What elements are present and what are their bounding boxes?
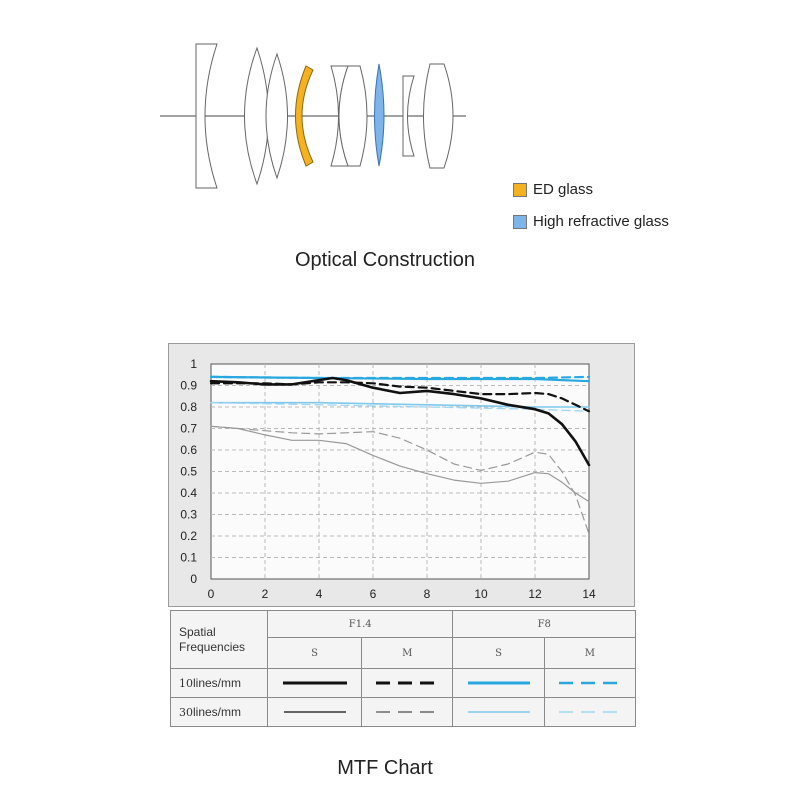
x-tick-label: 2 <box>262 587 269 601</box>
f14-sagittal-header: S <box>266 637 363 669</box>
row-10-number: 10 <box>179 677 193 690</box>
key-f14-m-10 <box>361 668 454 698</box>
mtf-chart: 0 2 4 6 8 10 12 14 0 0.1 0.2 0.3 0.4 0.5 0.6 0.7 0.8 0.9 1 <box>180 357 596 601</box>
y-tick-label: 0.6 <box>180 443 197 457</box>
lens-element-2 <box>244 46 269 186</box>
mtf-chart-frame: 0 2 4 6 8 10 12 14 0 0.1 0.2 0.3 0.4 0.5 0.6 0.7 0.8 0.9 1 <box>168 343 635 607</box>
mtf-series-line-6 <box>210 425 590 535</box>
y-tick-label: 1 <box>190 357 197 371</box>
key-header-row-1: Spatial Frequencies F1.4 F8 <box>170 610 636 669</box>
f8-meridional-header: M <box>543 637 637 669</box>
f8-sagittal-header: S <box>452 637 545 669</box>
row-30-unit: lines/mm <box>193 705 242 719</box>
y-tick-label: 0.4 <box>180 486 197 500</box>
mtf-series-line-8 <box>209 381 591 413</box>
optical-construction-diagram <box>160 43 466 189</box>
lens-element-3 <box>265 52 288 180</box>
x-tick-label: 12 <box>528 587 542 601</box>
aperture-f14-header: F1.4 <box>266 610 454 638</box>
key-f14-s-10 <box>266 668 363 698</box>
row-10-unit: lines/mm <box>193 676 242 690</box>
legend-item-high-refractive-glass: High refractive glass <box>513 213 669 230</box>
x-tick-label: 6 <box>370 587 377 601</box>
mtf-series-line-4 <box>209 375 591 380</box>
mtf-series-line-7 <box>209 376 591 467</box>
legend-item-ed-glass: ED glass <box>513 181 593 198</box>
lens-element-6 <box>338 65 368 167</box>
row-label-10-lines: 10lines/mm <box>170 668 268 698</box>
legend-label-ed-glass: ED glass <box>533 181 594 198</box>
y-tick-label: 0.3 <box>180 508 197 522</box>
key-f8-m-30 <box>543 697 637 727</box>
y-tick-label: 0.1 <box>180 551 197 565</box>
row-label-30-lines: 30lines/mm <box>170 697 268 727</box>
x-tick-label: 14 <box>582 587 596 601</box>
y-tick-label: 0.2 <box>180 529 197 543</box>
aperture-f8-header: F8 <box>452 610 636 638</box>
mtf-key-table: Spatial Frequencies F1.4 F8 S M S M 10li… <box>170 610 637 727</box>
key-row-10-lines: 10lines/mm <box>170 668 637 698</box>
y-tick-label: 0.7 <box>180 422 197 436</box>
mtf-series-line-1 <box>210 401 590 408</box>
x-tick-label: 10 <box>474 587 488 601</box>
spatial-frequencies-label: Spatial Frequencies <box>170 610 268 669</box>
lens-element-ed <box>295 65 314 167</box>
key-f14-s-30 <box>266 697 363 727</box>
mtf-chart-caption: MTF Chart <box>337 757 433 779</box>
x-tick-label: 0 <box>208 587 215 601</box>
spatial-label: Spatial <box>179 624 216 639</box>
row-30-number: 30 <box>179 706 193 719</box>
x-tick-label: 8 <box>424 587 431 601</box>
key-row-30-lines: 30lines/mm <box>170 697 637 727</box>
high-refractive-swatch <box>513 214 527 229</box>
y-tick-label: 0.5 <box>180 465 197 479</box>
key-f8-s-30 <box>452 697 545 727</box>
y-tick-label: 0.8 <box>180 400 197 414</box>
lens-element-8 <box>402 75 415 157</box>
lens-element-1 <box>195 43 218 189</box>
mtf-series-line-5 <box>210 425 590 503</box>
y-tick-label: 0.9 <box>180 379 197 393</box>
frequencies-label: Frequencies <box>179 639 246 654</box>
lens-element-9 <box>423 63 454 169</box>
key-f8-s-10 <box>452 668 545 698</box>
lens-element-high-refractive <box>374 63 385 167</box>
key-f8-m-10 <box>543 668 637 698</box>
key-f14-m-30 <box>361 697 454 727</box>
y-tick-label: 0 <box>190 572 197 586</box>
ed-glass-swatch <box>513 182 527 197</box>
x-tick-label: 4 <box>316 587 323 601</box>
mtf-series-line-2 <box>210 402 590 412</box>
legend-label-high-refractive-glass: High refractive glass <box>533 213 669 230</box>
f14-meridional-header: M <box>361 637 454 669</box>
optical-construction-caption: Optical Construction <box>294 249 476 271</box>
